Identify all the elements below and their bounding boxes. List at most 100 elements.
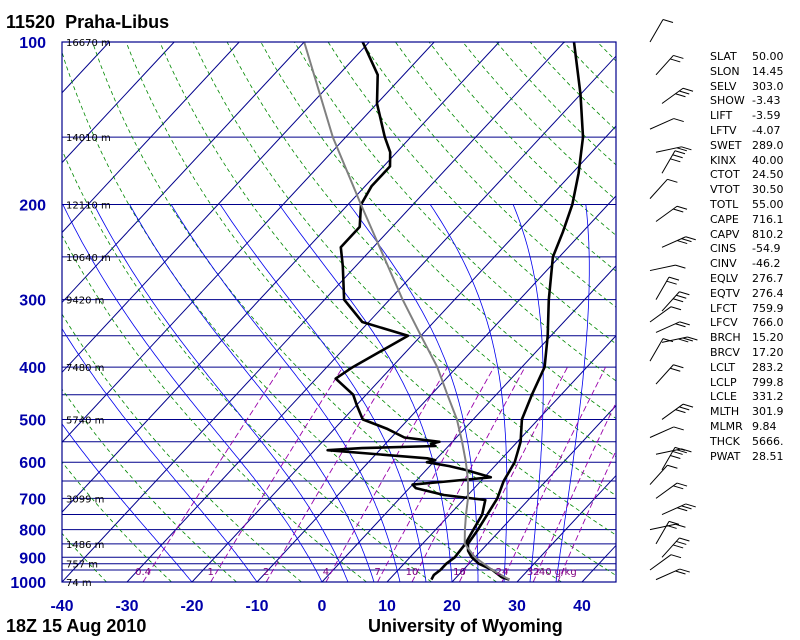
index-row: LCLP 799.8 <box>710 376 784 391</box>
index-value: -3.59 <box>752 109 781 123</box>
index-value: 276.7 <box>752 271 784 285</box>
index-key: PWAT <box>710 449 741 463</box>
wind-barb <box>661 537 690 558</box>
index-value: -3.43 <box>752 94 781 108</box>
index-value: 716.1 <box>752 212 784 226</box>
index-row: CINS -54.9 <box>710 242 784 257</box>
index-value: 9.84 <box>752 419 777 433</box>
index-value: 766.0 <box>752 316 784 330</box>
wind-barb <box>661 503 696 515</box>
dry-adiabat <box>260 42 616 419</box>
index-row: BRCV 17.20 <box>710 346 784 361</box>
wind-barb <box>661 236 696 248</box>
wind-barb <box>649 464 678 485</box>
index-row: LFCT 759.9 <box>710 302 784 317</box>
index-row: MLMR 9.84 <box>710 420 784 435</box>
pressure-tick-label: 500 <box>19 412 46 429</box>
isotherm-line <box>62 42 370 374</box>
isotherm-line <box>62 42 565 582</box>
moist-adiabat <box>555 204 590 582</box>
index-row: CAPV 810.2 <box>710 228 784 243</box>
index-key: EQLV <box>710 271 739 285</box>
index-value: -54.9 <box>752 242 781 256</box>
height-label: 16670 m <box>66 38 111 49</box>
isotherm-line <box>386 335 616 582</box>
isotherm-line <box>62 42 240 234</box>
index-row: BRCH 15.20 <box>710 331 784 346</box>
isotherm-line <box>516 474 616 582</box>
index-key: BRCH <box>710 331 741 345</box>
isotherm-line <box>191 125 616 582</box>
parcel-line <box>303 42 510 581</box>
wind-barb <box>655 364 684 385</box>
index-value: 14.45 <box>752 64 784 78</box>
index-row: EQLV 276.7 <box>710 272 784 287</box>
plot-frame <box>61 41 617 583</box>
index-value: 283.2 <box>752 360 784 374</box>
height-label: 757 m <box>66 560 98 571</box>
index-row: THCK 5666. <box>710 435 784 450</box>
wind-barb <box>649 118 684 130</box>
pressure-tick-label: 300 <box>19 293 46 310</box>
mixing-ratio-label: 16 <box>453 567 466 578</box>
height-label: 12110 m <box>66 201 111 212</box>
isotherm-line <box>62 42 175 164</box>
index-row: PWAT 28.51 <box>710 450 784 465</box>
credit: University of Wyoming <box>368 616 563 636</box>
dry-adiabat <box>62 532 107 582</box>
isotherm-line <box>256 195 616 582</box>
index-row: SWET 289.0 <box>710 139 784 154</box>
pressure-tick-label: 700 <box>19 491 46 508</box>
wind-barb <box>655 568 690 581</box>
temperature-tick-label: 20 <box>443 598 461 615</box>
pressure-tick-label: 1000 <box>10 575 46 592</box>
index-value: 331.2 <box>752 390 784 404</box>
moist-adiabat <box>93 204 349 582</box>
temperature-line <box>466 42 585 581</box>
mixing-ratio-line <box>532 401 616 582</box>
index-key: SWET <box>710 138 742 152</box>
index-row: SLON 14.45 <box>710 65 784 80</box>
index-value: 24.50 <box>752 168 784 182</box>
index-value: 55.00 <box>752 197 784 211</box>
moist-adiabat <box>170 204 401 582</box>
height-label: 9420 m <box>66 296 104 307</box>
temperature-tick-label: 40 <box>573 598 591 615</box>
wind-barb <box>661 446 686 471</box>
wind-barb <box>661 403 694 420</box>
index-value: 17.20 <box>752 345 784 359</box>
index-value: 28.51 <box>752 449 784 463</box>
index-key: VTOT <box>710 183 740 197</box>
moist-adiabat <box>349 204 479 582</box>
mixing-ratio-label: 10 <box>406 567 419 578</box>
pressure-tick-label: 800 <box>19 523 46 540</box>
index-key: CINV <box>710 257 737 271</box>
dry-adiabat <box>193 42 616 497</box>
index-row: LFTV -4.07 <box>710 124 784 139</box>
index-value: 276.4 <box>752 286 784 300</box>
index-row: SHOW -3.43 <box>710 94 784 109</box>
index-row: KINX 40.00 <box>710 154 784 169</box>
index-row: LCLE 331.2 <box>710 390 784 405</box>
moist-adiabat <box>62 204 323 582</box>
temperature-tick-label: 30 <box>508 598 526 615</box>
chart-title: 11520 Praha-Libus <box>6 12 169 33</box>
index-value: -46.2 <box>752 257 781 271</box>
dewpoint-line <box>326 42 493 581</box>
timestamp: 18Z 15 Aug 2010 <box>6 616 147 636</box>
wind-barb <box>649 264 686 272</box>
wind-barb <box>655 146 692 153</box>
index-row: CTOT 24.50 <box>710 168 784 183</box>
index-key: LFCV <box>710 316 738 330</box>
isotherm-line <box>451 404 616 582</box>
dry-adiabat <box>62 388 237 582</box>
wind-barb <box>661 291 690 312</box>
index-row: CINV -46.2 <box>710 257 784 272</box>
index-key: LCLE <box>710 390 737 404</box>
wind-barb <box>649 426 684 438</box>
mixing-ratio-label: 0.4 <box>135 567 151 578</box>
wind-barb <box>649 523 686 531</box>
wind-barb <box>655 520 680 545</box>
